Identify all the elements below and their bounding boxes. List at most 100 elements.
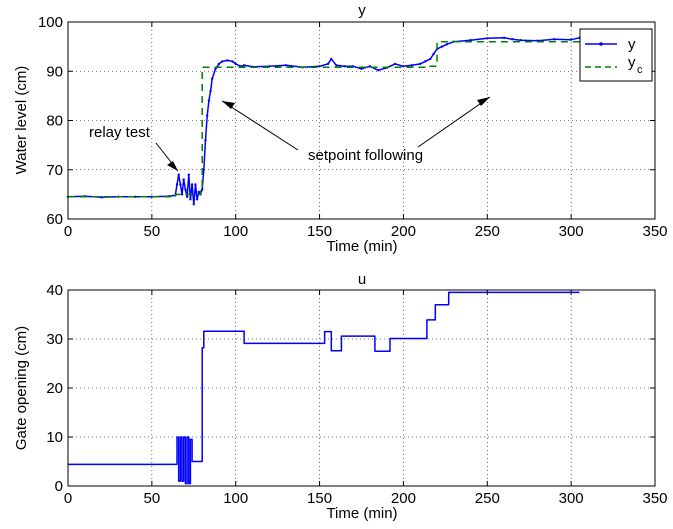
series-point-y <box>502 36 506 39</box>
series-point-y <box>226 59 229 62</box>
series-point-y <box>192 203 195 206</box>
legend-box <box>579 28 653 82</box>
bottom-plot-area <box>68 290 655 486</box>
series-point-y <box>360 67 363 71</box>
annotation-relay-test: relay test <box>89 124 179 172</box>
series-point-y <box>184 188 187 191</box>
top-series-group <box>66 36 581 206</box>
series-point-y <box>201 188 204 191</box>
series-point-y <box>214 67 217 71</box>
series-point-y <box>202 168 205 171</box>
legend-yc-label: y <box>628 54 636 71</box>
top-x-axis-label: Time (min) <box>326 238 397 255</box>
top-x-tick-label: 250 <box>475 223 500 240</box>
bottom-x-axis-label: Time (min) <box>326 505 397 522</box>
top-y-tick-label: 60 <box>46 211 63 228</box>
top-y-tick-label: 80 <box>46 113 63 130</box>
series-point-y <box>179 183 182 186</box>
series-point-y <box>234 62 237 66</box>
series-point-y <box>211 77 214 80</box>
series-point-y <box>326 62 330 66</box>
top-x-tick-label: 300 <box>559 223 584 240</box>
series-point-y <box>410 64 413 67</box>
series-point-y <box>469 39 472 42</box>
bottom-x-tick-label: 350 <box>642 490 667 507</box>
legend-yc-subscript: c <box>637 64 643 76</box>
top-x-tick-label: 100 <box>223 223 248 240</box>
series-point-y <box>402 65 405 68</box>
series-point-y <box>100 196 103 199</box>
series-point-y <box>217 62 221 66</box>
series-point-y <box>445 43 449 46</box>
series-point-y <box>335 64 338 67</box>
bottom-y-tick-label: 30 <box>46 331 63 348</box>
series-point-y <box>343 65 346 68</box>
series-point-y <box>204 139 207 142</box>
series-point-y <box>486 37 489 40</box>
series-point-y <box>511 38 514 41</box>
bottom-x-tick-label: 50 <box>144 490 161 507</box>
annotation-relay-test-arrowhead <box>167 161 178 171</box>
series-point-y <box>569 38 573 41</box>
top-x-tick-label: 0 <box>64 223 72 240</box>
bottom-x-tick-label: 250 <box>475 490 500 507</box>
bottom-grid <box>68 290 655 486</box>
series-point-y <box>424 60 427 63</box>
series-point-y <box>221 60 224 63</box>
bottom-x-tick-label: 150 <box>307 490 332 507</box>
top-y-tick-label: 70 <box>46 162 63 179</box>
annotation-setpoint-arrowhead-left <box>222 101 235 109</box>
series-point-y <box>330 57 333 61</box>
series-point-y <box>206 114 209 117</box>
series-point-y <box>553 38 556 41</box>
series-point-y <box>519 39 522 42</box>
legend-y-label: y <box>628 36 636 53</box>
top-y-axis-label: Water level (cm) <box>13 66 30 175</box>
series-point-y <box>429 57 432 61</box>
series-point-y <box>175 183 179 186</box>
bottom-y-tick-label: 10 <box>46 429 63 446</box>
bottom-x-tick-label: 0 <box>64 490 72 507</box>
bottom-x-tick-label: 200 <box>391 490 416 507</box>
series-line-y_c <box>68 40 580 198</box>
series-point-y <box>190 183 194 186</box>
series-point-y <box>231 60 234 63</box>
series-point-y <box>180 193 184 196</box>
series-point-y <box>242 64 246 67</box>
bottom-y-tick-label: 20 <box>46 380 63 397</box>
series-point-y <box>318 65 321 68</box>
legend-y-marker <box>599 42 603 46</box>
series-point-y <box>284 64 288 67</box>
top-grid <box>68 22 655 219</box>
gate-opening-chart: u 0 50 100 150 200 250 300 350 0 10 20 30 40 Time (m… <box>13 271 668 522</box>
top-legend: y y c <box>579 28 653 82</box>
annotation-setpoint-arrow-right <box>417 96 491 148</box>
annotation-setpoint-text: setpoint following <box>308 147 423 164</box>
series-point-y <box>187 173 190 176</box>
annotation-setpoint-following: setpoint following <box>221 96 491 164</box>
series-point-y <box>195 198 199 201</box>
bottom-ticks: 0 50 100 150 200 250 300 350 0 10 20 30 40 <box>46 282 667 507</box>
annotation-setpoint-arrow-left <box>221 100 299 151</box>
series-point-y <box>419 62 422 66</box>
top-chart-title: y <box>358 2 366 19</box>
top-x-tick-label: 200 <box>391 223 416 240</box>
annotation-relay-test-text: relay test <box>89 124 151 141</box>
bottom-y-tick-label: 0 <box>55 478 63 495</box>
top-x-tick-label: 50 <box>144 223 161 240</box>
water-level-chart: y 0 50 100 150 200 250 300 350 60 70 80 90 100 Time … <box>13 2 668 255</box>
series-point-y <box>185 195 189 198</box>
series-point-y <box>209 89 212 93</box>
series-point-y <box>393 62 397 66</box>
top-ticks: 0 50 100 150 200 250 300 350 60 70 80 90 100 <box>38 14 668 240</box>
top-plot-area <box>68 22 655 219</box>
top-y-tick-label: 90 <box>46 63 63 80</box>
series-point-y <box>432 52 435 56</box>
series-point-y <box>377 69 380 72</box>
series-point-y <box>197 190 200 194</box>
bottom-chart-title: u <box>358 271 366 288</box>
bottom-series-group <box>68 291 580 485</box>
top-x-tick-label: 150 <box>307 223 332 240</box>
bottom-y-tick-label: 40 <box>46 282 63 299</box>
